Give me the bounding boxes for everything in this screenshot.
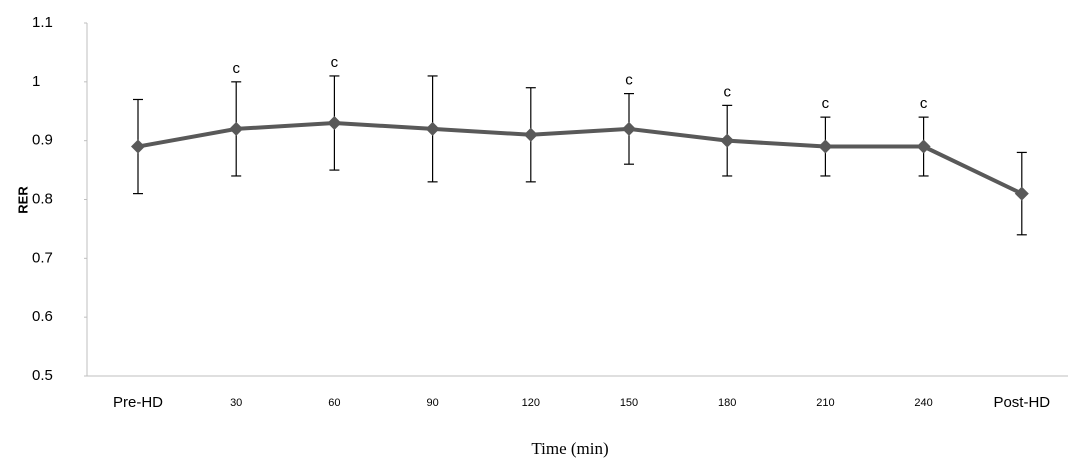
x-tick-label: 150 xyxy=(620,397,638,409)
y-tick-label: 0.8 xyxy=(32,190,53,207)
y-tick-label: 0.7 xyxy=(32,249,53,266)
x-tick-label: 210 xyxy=(816,397,834,409)
marker xyxy=(523,127,538,142)
x-axis-title: Time (min) xyxy=(531,439,608,458)
y-tick-label: 0.5 xyxy=(32,367,53,384)
annotation: c xyxy=(920,95,928,112)
annotation: c xyxy=(625,72,633,89)
x-tick-label: 120 xyxy=(522,397,540,409)
marker xyxy=(916,139,931,154)
annotation: c xyxy=(822,95,830,112)
x-tick-label: Post-HD xyxy=(993,394,1050,411)
x-tick-label: 60 xyxy=(328,397,340,409)
marker xyxy=(229,121,244,136)
y-tick-label: 0.9 xyxy=(32,132,53,149)
marker xyxy=(720,133,735,148)
annotation: c xyxy=(723,83,731,100)
x-tick-label: 180 xyxy=(718,397,736,409)
y-tick-label: 0.6 xyxy=(32,308,53,325)
marker xyxy=(327,116,342,131)
line xyxy=(137,121,1023,196)
x-tick-label: 90 xyxy=(426,397,438,409)
y-tick-label: 1.1 xyxy=(32,14,53,31)
annotation: c xyxy=(232,60,240,77)
x-tick-label: 240 xyxy=(914,397,932,409)
marker xyxy=(425,121,440,136)
marker xyxy=(131,139,145,154)
y-axis-title: RER xyxy=(15,186,30,214)
marker xyxy=(818,139,833,154)
marker xyxy=(1014,186,1029,201)
marker xyxy=(622,121,636,136)
y-tick-label: 1 xyxy=(32,73,40,90)
x-tick-label: 30 xyxy=(230,397,242,409)
annotation: c xyxy=(331,54,339,71)
x-tick-label: Pre-HD xyxy=(113,394,163,411)
